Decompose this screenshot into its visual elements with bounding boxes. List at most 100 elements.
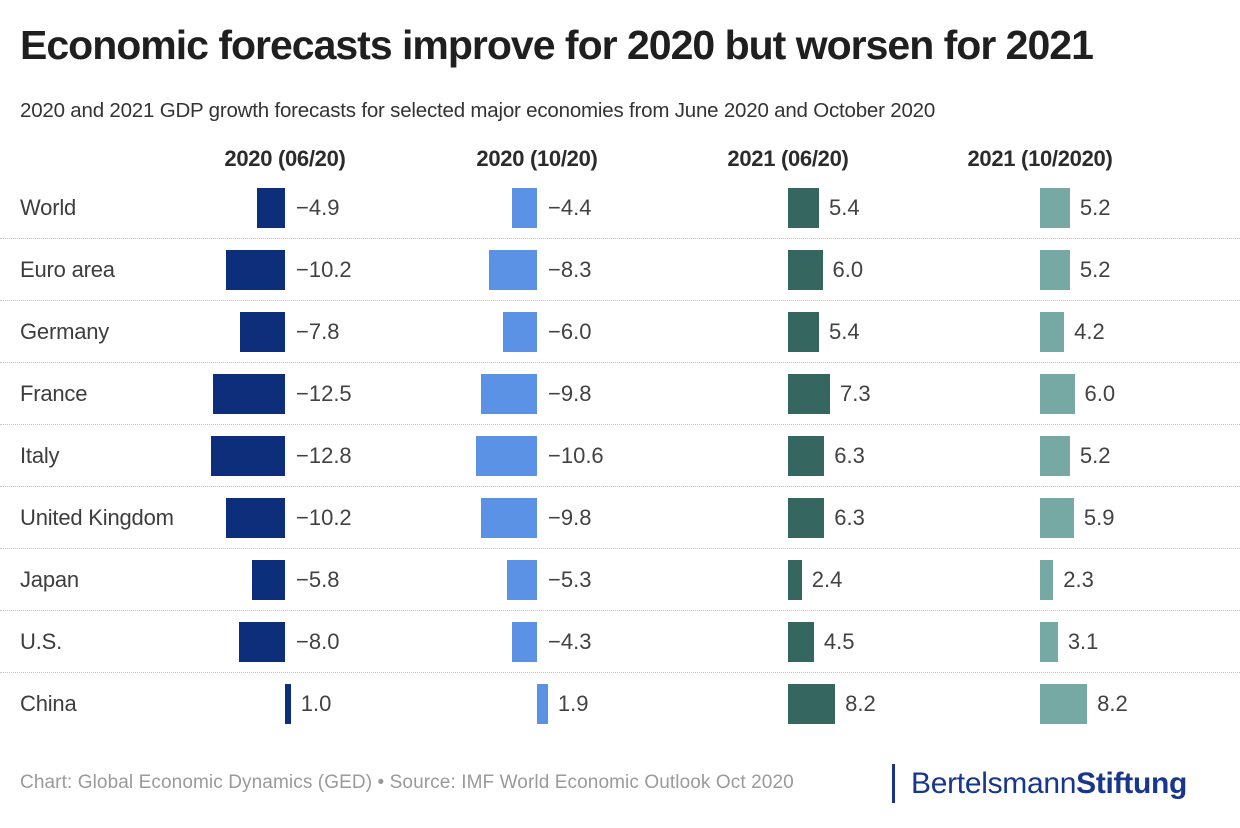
logo-part-bold: Stiftung xyxy=(1076,767,1188,800)
row-label: World xyxy=(20,194,77,220)
logo-part-regular: Bertelsmann xyxy=(911,767,1077,800)
bar xyxy=(256,188,285,228)
row-label: China xyxy=(20,691,77,716)
row-label: Japan xyxy=(20,566,79,592)
chart-credit: Chart: Global Economic Dynamics (GED) • … xyxy=(20,772,794,793)
column-header-4: 2021 (10/2020) xyxy=(967,146,1113,171)
bar-value-label: −9.8 xyxy=(548,380,592,406)
bar-value-label: −10.6 xyxy=(548,442,604,468)
bar-value-label: −4.4 xyxy=(548,194,592,220)
column-header-3: 2021 (06/20) xyxy=(727,146,849,171)
row-label: United Kingdom xyxy=(20,504,174,530)
chart-row-germany: Germany −7.8 −6.0 5.4 4.2 xyxy=(0,301,1240,363)
bar-value-label: 4.2 xyxy=(1074,318,1105,344)
bar-value-label: 4.5 xyxy=(823,628,855,654)
bar-value-label: −4.9 xyxy=(296,194,340,220)
bar xyxy=(285,684,291,724)
bar xyxy=(788,374,830,414)
bar-value-label: −7.8 xyxy=(296,318,340,344)
column-header-1: 2020 (06/20) xyxy=(224,146,346,171)
bar xyxy=(1040,250,1070,290)
bar xyxy=(240,312,285,352)
chart-row-world: World −4.9 −4.4 5.4 5.2 xyxy=(0,177,1240,239)
bar-value-label: −5.3 xyxy=(548,566,592,592)
bar xyxy=(480,498,537,538)
row-label: Germany xyxy=(20,318,110,344)
bar-value-label: −12.5 xyxy=(296,380,352,406)
bar-value-label: 7.3 xyxy=(839,380,871,406)
bar-value-label: 5.2 xyxy=(1079,442,1111,468)
bar xyxy=(1040,684,1088,724)
bar xyxy=(502,312,537,352)
bar-value-label: 2.3 xyxy=(1063,566,1094,592)
bar xyxy=(788,684,836,724)
bar-value-label: 2.4 xyxy=(811,566,843,592)
bar xyxy=(226,498,285,538)
bar xyxy=(788,436,825,476)
bar-value-label: −12.8 xyxy=(296,442,352,468)
bar-value-label: −10.2 xyxy=(296,504,352,530)
bar-value-label: −9.8 xyxy=(548,504,592,530)
bar xyxy=(1040,498,1074,538)
chart-row-china: China 1.0 1.9 8.2 8.2 xyxy=(0,673,1240,735)
bar-value-label: 6.0 xyxy=(832,256,864,282)
bar-value-label: 8.2 xyxy=(845,691,876,716)
bar-value-label: 5.4 xyxy=(829,318,860,344)
chart-row-euro-area: Euro area −10.2 −8.3 6.0 5.2 xyxy=(0,239,1240,301)
logo-divider xyxy=(892,764,895,803)
bar-value-label: 5.9 xyxy=(1083,504,1115,530)
chart-row-france: France −12.5 −9.8 7.3 6.0 xyxy=(0,363,1240,425)
chart-subtitle: 2020 and 2021 GDP growth forecasts for s… xyxy=(20,99,936,122)
row-label: Italy xyxy=(20,442,60,468)
bar xyxy=(1040,188,1070,228)
bar-value-label: −8.0 xyxy=(296,628,340,654)
bar xyxy=(1040,374,1075,414)
chart-row-italy: Italy −12.8 −10.6 6.3 5.2 xyxy=(0,425,1240,487)
bar-value-label: 1.9 xyxy=(557,691,589,716)
bar-value-label: −5.8 xyxy=(296,566,340,592)
bar xyxy=(239,622,285,662)
bar xyxy=(512,622,537,662)
bar-value-label: 1.0 xyxy=(300,691,332,716)
row-label: France xyxy=(20,380,88,406)
column-header-2: 2020 (10/20) xyxy=(476,146,598,171)
bar-value-label: −8.3 xyxy=(548,256,592,282)
bar-value-label: 6.0 xyxy=(1084,380,1116,406)
bar xyxy=(480,374,537,414)
bar xyxy=(489,250,537,290)
bar xyxy=(1040,312,1065,352)
bar-value-label: 6.3 xyxy=(834,504,865,530)
bar xyxy=(1040,560,1054,600)
bar-value-label: 5.4 xyxy=(829,194,860,220)
bar xyxy=(476,436,537,476)
bertelsmann-stiftung-logo: BertelsmannStiftung xyxy=(911,767,1187,801)
bar-value-label: 5.2 xyxy=(1079,194,1111,220)
bar xyxy=(1040,436,1070,476)
bar xyxy=(251,560,285,600)
bar xyxy=(511,188,537,228)
bar xyxy=(788,312,820,352)
row-label: U.S. xyxy=(20,628,62,654)
chart-row-u-s-: U.S. −8.0 −4.3 4.5 3.1 xyxy=(0,611,1240,673)
bar xyxy=(788,560,802,600)
chart-rows: World −4.9 −4.4 5.4 5.2 Euro area −10.2 −8.3 6.0… xyxy=(0,177,1240,735)
bar xyxy=(788,622,814,662)
bar-value-label: −4.3 xyxy=(548,628,592,654)
chart-row-united-kingdom: United Kingdom −10.2 −9.8 6.3 5.9 xyxy=(0,487,1240,549)
row-label: Euro area xyxy=(20,256,115,282)
bar-value-label: 6.3 xyxy=(834,442,865,468)
bar-value-label: 8.2 xyxy=(1097,691,1128,716)
bar xyxy=(1040,622,1058,662)
bar xyxy=(213,374,285,414)
chart-row-japan: Japan −5.8 −5.3 2.4 2.3 xyxy=(0,549,1240,611)
bar-value-label: −6.0 xyxy=(548,318,592,344)
bar-value-label: −10.2 xyxy=(296,256,352,282)
bar xyxy=(788,188,820,228)
bar xyxy=(211,436,285,476)
bar xyxy=(788,498,825,538)
bar-value-label: 5.2 xyxy=(1079,256,1111,282)
bar xyxy=(506,560,537,600)
bar xyxy=(537,684,548,724)
bar xyxy=(788,250,823,290)
page-title: Economic forecasts improve for 2020 but … xyxy=(20,22,1094,68)
